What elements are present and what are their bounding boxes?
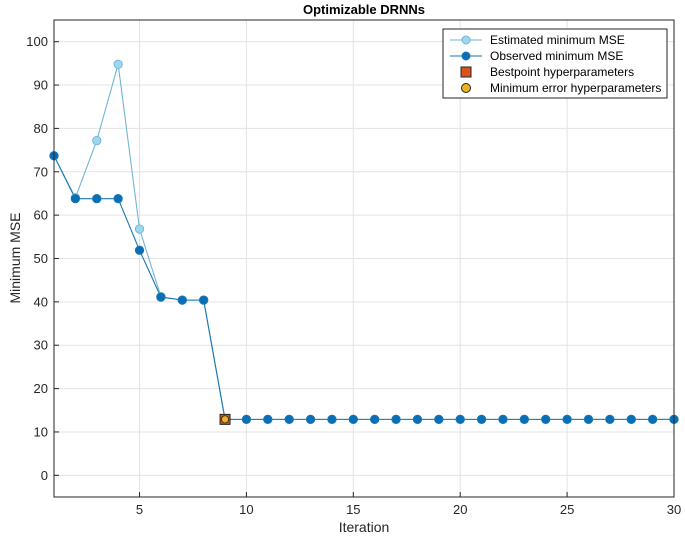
y-tick-label: 10 xyxy=(34,424,48,439)
series-1-point xyxy=(305,414,316,425)
series-1-point xyxy=(134,245,145,255)
y-axis-label: Minimum MSE xyxy=(7,212,23,303)
series-1-point xyxy=(327,414,337,425)
legend-observed-marker xyxy=(461,51,471,61)
series-1-point xyxy=(156,292,166,302)
grid xyxy=(54,20,675,497)
series-1-point xyxy=(562,414,572,425)
series-1-point xyxy=(498,414,508,425)
legend-estimated-marker xyxy=(461,35,471,45)
x-tick-label: 25 xyxy=(560,502,574,517)
series-1-point xyxy=(263,414,273,425)
y-tick-label: 50 xyxy=(34,251,48,266)
y-tick-label: 90 xyxy=(34,78,48,93)
series-1-point xyxy=(284,414,294,425)
series-1-point xyxy=(70,194,81,204)
y-tick-label: 60 xyxy=(34,208,48,223)
y-tick-label: 30 xyxy=(34,338,48,353)
series-0-point xyxy=(113,59,123,69)
series-1-point xyxy=(626,414,636,425)
x-tick-label: 15 xyxy=(346,502,360,517)
series-1-point xyxy=(199,295,209,305)
legend-estimated-label: Estimated minimum MSE xyxy=(490,33,625,47)
special-points xyxy=(219,413,231,425)
y-tick-label: 20 xyxy=(34,381,48,396)
series-1-point xyxy=(476,414,487,425)
y-tick-label: 70 xyxy=(34,164,48,179)
series-1-point xyxy=(583,414,594,425)
x-tick-label: 5 xyxy=(136,502,143,517)
series-1-point xyxy=(455,414,465,425)
y-tick-label: 100 xyxy=(26,34,48,49)
series-1-point xyxy=(391,414,401,425)
series-1-point xyxy=(92,194,102,204)
series-1-point xyxy=(519,414,529,425)
x-tick-label: 10 xyxy=(239,502,253,517)
series-1-point xyxy=(647,414,658,425)
series-1-point xyxy=(370,414,380,425)
legend-bestpoint-marker xyxy=(460,66,472,78)
y-tick-label: 0 xyxy=(41,468,48,483)
series-1-point xyxy=(348,414,358,425)
series-1-point xyxy=(605,414,615,425)
min-error-marker xyxy=(221,415,230,424)
series-1-point xyxy=(434,414,444,425)
legend: Estimated minimum MSE Observed minimum M… xyxy=(442,28,668,99)
y-tick-label: 80 xyxy=(34,121,48,136)
x-tick-label: 20 xyxy=(453,502,467,517)
x-axis-label: Iteration xyxy=(339,519,390,535)
series-1-point xyxy=(541,414,551,425)
legend-bestpoint-label: Bestpoint hyperparameters xyxy=(490,65,634,79)
legend-min-error-label: Minimum error hyperparameters xyxy=(490,81,661,95)
tick-labels: 5 10 15 20 25 30 0 10 20 30 40 50 60 70 80 90 100 xyxy=(26,34,681,517)
x-tick-label: 30 xyxy=(667,502,681,517)
legend-min-error-marker xyxy=(461,83,471,93)
series-0-point xyxy=(92,135,102,146)
series-0-point xyxy=(134,224,145,234)
series-1-point xyxy=(241,414,252,425)
series-1-point xyxy=(412,414,423,425)
series-1-point xyxy=(113,194,123,204)
chart-title: Optimizable DRNNs xyxy=(303,2,425,17)
y-tick-label: 40 xyxy=(34,294,48,309)
legend-observed-label: Observed minimum MSE xyxy=(490,49,623,63)
series-1-point xyxy=(177,295,187,305)
